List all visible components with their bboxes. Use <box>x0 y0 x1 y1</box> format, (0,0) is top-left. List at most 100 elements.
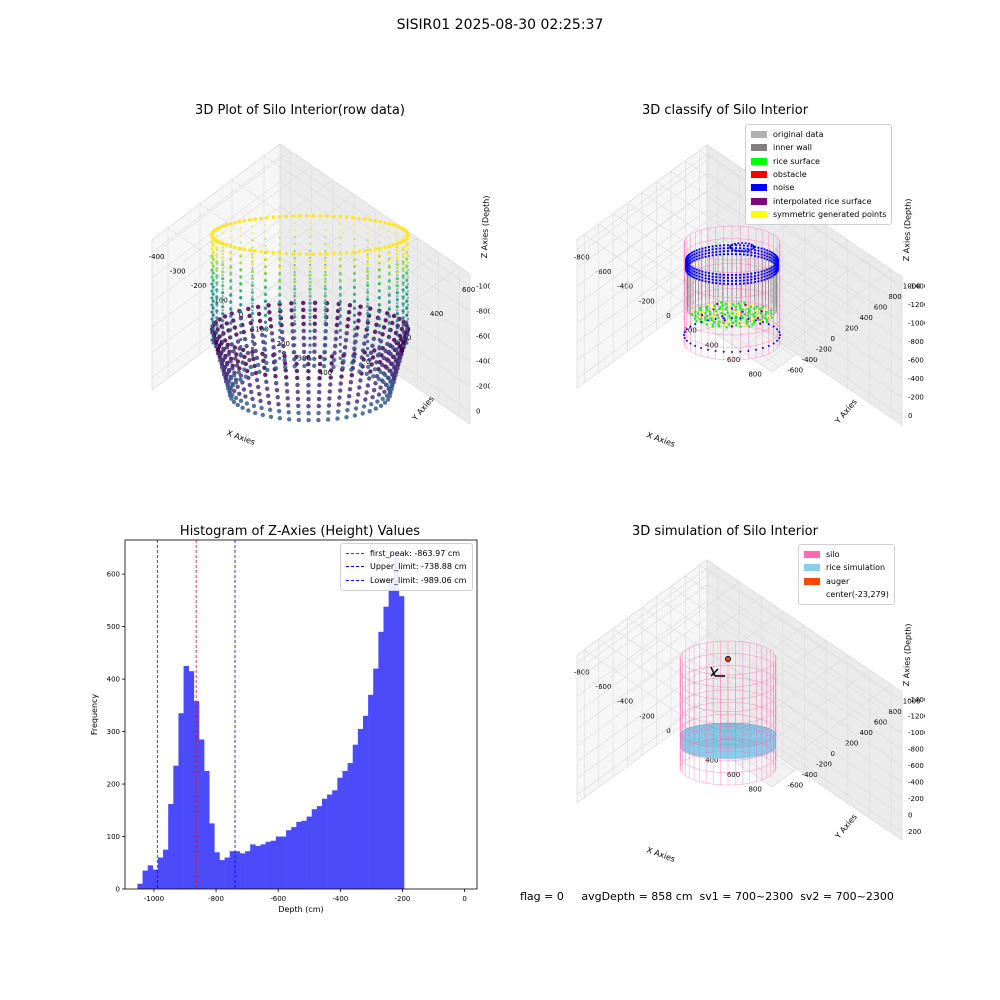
data-point <box>353 307 356 311</box>
data-point <box>392 375 397 380</box>
data-point <box>338 356 342 360</box>
data-point <box>368 218 373 222</box>
grid-line <box>706 246 903 379</box>
data-point <box>339 271 342 274</box>
noise-point <box>742 279 745 282</box>
noise-point <box>689 252 692 255</box>
data-point <box>210 275 214 279</box>
noise-point <box>707 248 711 252</box>
legend-label: noise <box>773 183 795 193</box>
legend-item: symmetric generated points <box>751 208 886 221</box>
data-point <box>278 222 281 225</box>
data-point <box>405 258 408 262</box>
data-point <box>293 308 297 312</box>
noise-point <box>711 254 714 257</box>
noise-point <box>763 275 766 278</box>
data-point <box>293 242 296 246</box>
rice-point <box>696 312 700 315</box>
legend-label: Lower_limit: -989.06 cm <box>370 575 467 585</box>
data-point <box>240 360 245 365</box>
histogram-bar <box>198 739 205 889</box>
legend-swatch <box>751 197 767 205</box>
data-point <box>308 284 312 287</box>
data-point <box>230 383 235 388</box>
noise-point <box>742 253 745 256</box>
data-point <box>210 303 214 307</box>
z-axis-label: Z Axies (Depth) <box>902 623 913 686</box>
data-point <box>254 355 260 361</box>
noise-point <box>772 268 775 271</box>
data-point <box>405 328 408 332</box>
data-point <box>259 216 263 221</box>
data-point <box>273 366 279 371</box>
data-point <box>402 255 405 259</box>
data-point <box>335 416 340 421</box>
data-point <box>396 260 399 263</box>
legend-label: first_peak: -863.97 cm <box>370 549 461 559</box>
data-point <box>372 329 378 334</box>
data-point <box>251 239 254 242</box>
data-point <box>253 249 257 253</box>
rice-point <box>764 313 767 316</box>
noise-point <box>731 248 734 251</box>
data-point <box>339 292 342 295</box>
data-point <box>324 305 327 309</box>
data-point <box>246 306 251 312</box>
data-point <box>239 325 242 328</box>
data-point <box>301 314 306 320</box>
noise-point <box>768 250 771 253</box>
data-point <box>215 253 219 257</box>
data-point <box>276 402 281 407</box>
x-tick-label: 400 <box>705 341 718 349</box>
data-point <box>215 269 218 273</box>
data-point <box>232 345 238 350</box>
data-point <box>221 312 225 316</box>
data-point <box>215 262 218 266</box>
data-point <box>229 271 232 274</box>
histogram-bar <box>239 853 246 889</box>
data-point <box>339 222 342 225</box>
data-point <box>366 290 370 295</box>
data-point <box>251 218 254 221</box>
data-point <box>301 342 307 348</box>
legend-swatch <box>346 579 364 581</box>
data-point <box>387 349 391 353</box>
plot-frame <box>124 539 478 890</box>
data-point <box>264 379 269 384</box>
data-point <box>377 345 381 349</box>
data-point <box>271 215 276 219</box>
data-point <box>378 283 381 286</box>
data-point <box>324 298 327 302</box>
noise-point <box>750 254 753 257</box>
data-point <box>405 244 408 248</box>
data-point <box>378 290 381 293</box>
histogram-bar <box>286 830 292 889</box>
data-point <box>339 320 342 323</box>
data-point <box>383 245 387 250</box>
data-point <box>308 221 312 224</box>
noise-point <box>770 266 773 269</box>
data-point <box>293 249 296 253</box>
data-point <box>210 338 214 342</box>
noise-point <box>726 282 730 285</box>
rice-point <box>748 309 751 312</box>
data-point <box>381 325 387 330</box>
rice-point <box>710 319 713 322</box>
data-point <box>306 418 311 423</box>
grid-line <box>576 209 708 305</box>
data-point <box>268 324 274 329</box>
noise-point <box>693 270 696 273</box>
noise-point <box>711 245 714 248</box>
rice-point <box>709 313 712 316</box>
data-point <box>215 318 218 322</box>
data-point <box>396 316 399 319</box>
noise-point <box>715 282 718 285</box>
data-point <box>366 304 370 309</box>
y-axis-label: Frequency <box>90 694 99 736</box>
data-point <box>323 350 327 354</box>
data-point <box>301 335 306 341</box>
data-point <box>406 324 410 328</box>
data-point <box>212 321 215 325</box>
data-point <box>295 382 300 388</box>
data-point <box>225 223 229 227</box>
